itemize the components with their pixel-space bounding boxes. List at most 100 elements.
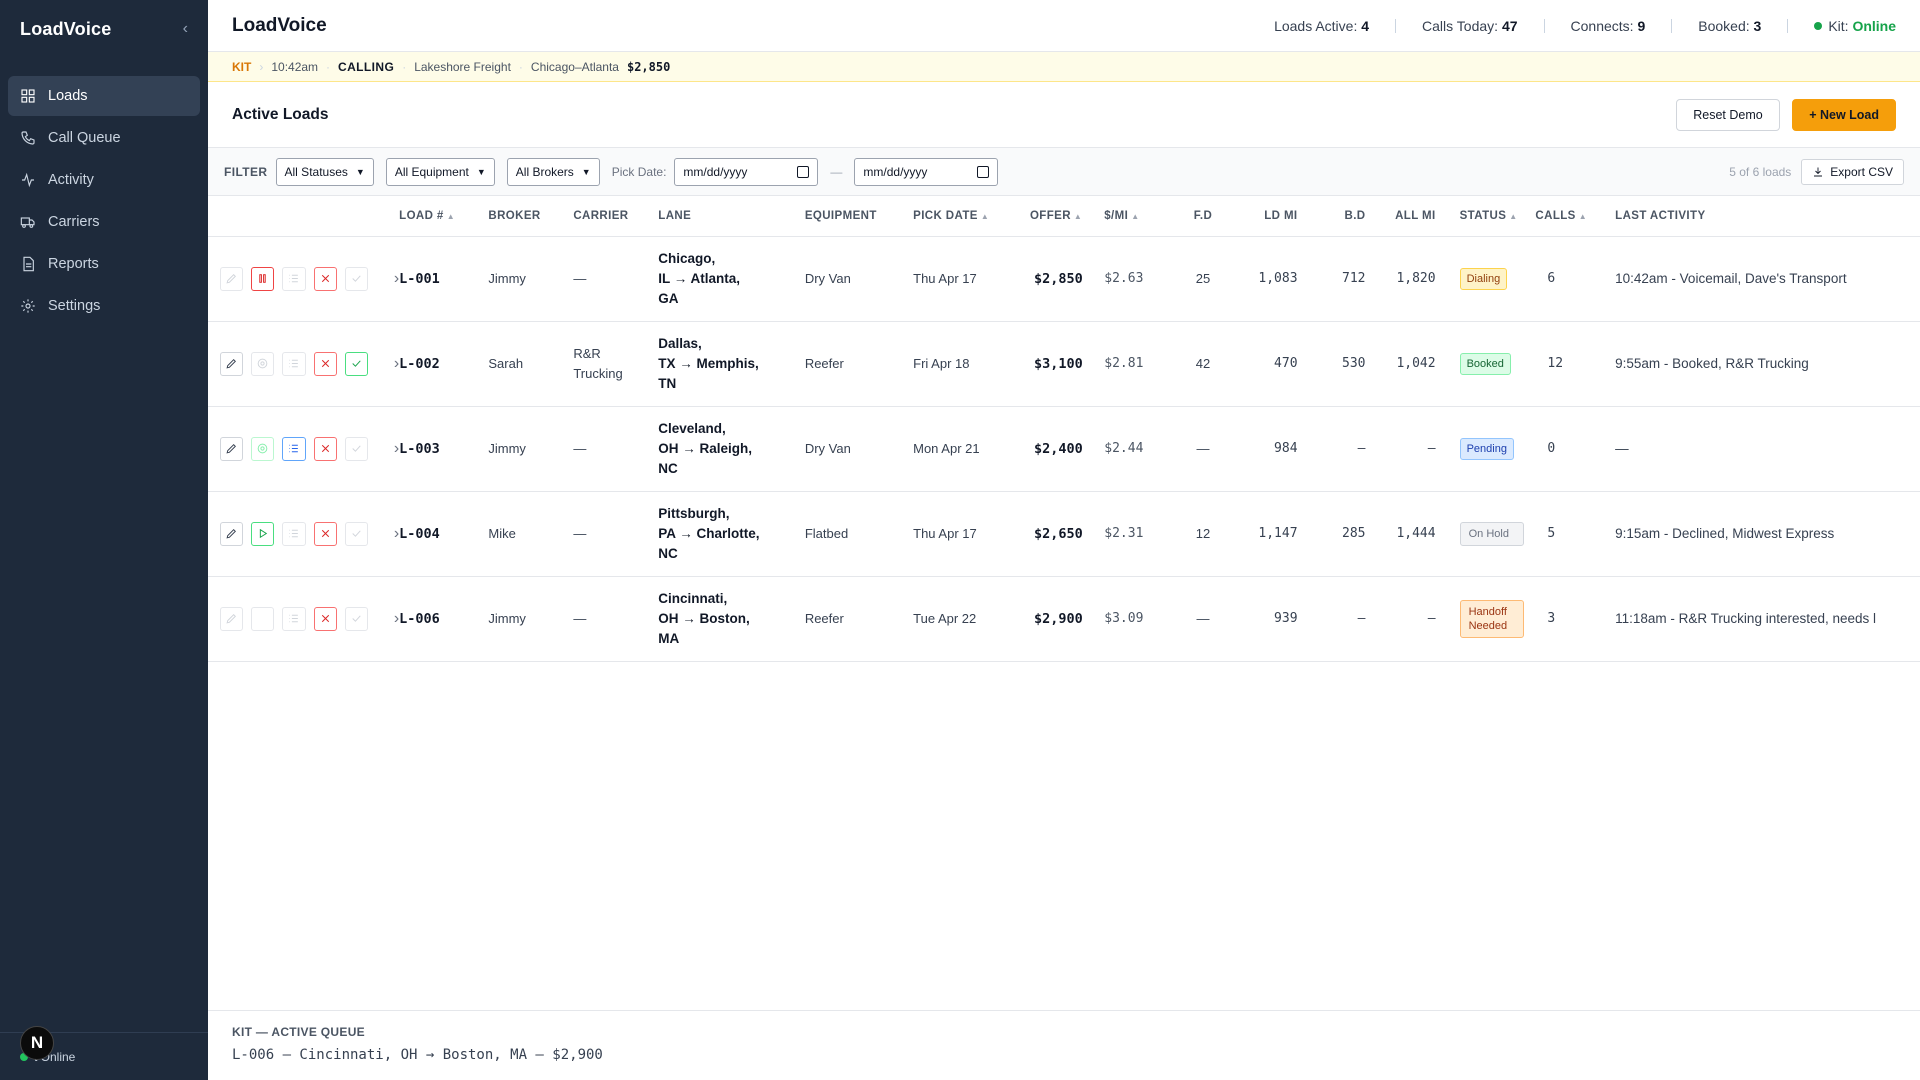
all-mi-cell: —: [1365, 406, 1436, 492]
lane-cell: Cincinnati, OH → Boston, MA: [658, 576, 805, 662]
status-filter-value: All Statuses: [284, 164, 348, 179]
row-edit-button[interactable]: [220, 606, 244, 631]
avatar[interactable]: N: [20, 1026, 54, 1060]
collapse-sidebar-icon[interactable]: ‹: [182, 20, 188, 37]
table-row[interactable]: › L-004 Mike — Pittsburgh, PA → Charlotte, NC F…: [208, 491, 1920, 577]
row-list-button[interactable]: [282, 351, 306, 376]
column-header-load[interactable]: LOAD # ▲: [399, 196, 489, 237]
row-target-button[interactable]: [251, 351, 275, 376]
pause-icon: [259, 274, 266, 283]
row-check-button[interactable]: [344, 351, 368, 376]
row-check-button[interactable]: [344, 436, 368, 461]
main-content: LoadVoice Loads Active: 4 Calls Today: 47…: [208, 0, 1920, 1080]
chevron-right-icon[interactable]: ›: [393, 439, 400, 457]
pick-date-cell: Thu Apr 17: [913, 236, 1030, 322]
column-header-carrier: CARRIER: [573, 196, 659, 237]
list-icon: [289, 529, 299, 538]
calendar-icon: [797, 165, 810, 178]
row-play-button[interactable]: [251, 521, 275, 546]
load-id[interactable]: L-004: [399, 491, 489, 577]
close-icon: [321, 359, 329, 368]
sidebar-item-label: Reports: [48, 256, 99, 272]
close-icon: [321, 274, 329, 283]
carrier-cell: —: [573, 491, 659, 577]
column-header-calls[interactable]: CALLS ▲: [1535, 196, 1600, 237]
equipment-cell: Dry Van: [804, 236, 914, 322]
chevron-right-icon[interactable]: ›: [393, 609, 400, 627]
queue-item[interactable]: L-006 — Cincinnati, OH → Boston, MA — $2…: [232, 1047, 603, 1063]
row-close-button[interactable]: [313, 351, 337, 376]
online-dot-icon: [20, 1052, 28, 1061]
date-to-placeholder: mm/dd/yyyy: [863, 164, 928, 179]
loads-table: LOAD # ▲ BROKER CARRIER LANE EQUIPMENT PI…: [208, 196, 1920, 662]
column-header-offer[interactable]: OFFER ▲: [1029, 196, 1105, 237]
column-header-pick-date[interactable]: PICK DATE ▲: [913, 196, 1030, 237]
page-title: LoadVoice: [232, 14, 327, 36]
close-icon: [321, 529, 329, 538]
row-close-button[interactable]: [313, 606, 337, 631]
row-target-button[interactable]: [251, 436, 275, 461]
sidebar-item-carriers[interactable]: Carriers: [8, 202, 200, 242]
load-id[interactable]: L-003: [399, 406, 489, 492]
row-check-button[interactable]: [344, 521, 368, 546]
row-check-button[interactable]: [344, 606, 368, 631]
sidebar-item-call-queue[interactable]: Call Queue: [8, 118, 200, 158]
chevron-right-icon[interactable]: ›: [393, 269, 400, 287]
row-blank-button[interactable]: [251, 606, 275, 631]
equipment-filter-select[interactable]: All Equipment ▼: [385, 157, 495, 186]
broker-filter-select[interactable]: All Brokers ▼: [506, 157, 600, 186]
per-mile-cell: $2.31: [1104, 491, 1179, 577]
row-pause-button[interactable]: [251, 266, 275, 291]
broker-cell: Jimmy: [488, 576, 574, 662]
column-header-status[interactable]: STATUS ▲: [1435, 196, 1536, 237]
sidebar-item-label: Loads: [48, 88, 88, 104]
last-activity-cell: 9:55am - Booked, R&R Trucking: [1599, 321, 1920, 407]
load-id[interactable]: L-006: [399, 576, 489, 662]
carrier-cell: —: [573, 406, 659, 492]
row-edit-button[interactable]: [220, 351, 244, 376]
load-id[interactable]: L-002: [399, 321, 489, 407]
sidebar-item-activity[interactable]: Activity: [8, 160, 200, 200]
row-edit-button[interactable]: [220, 436, 244, 461]
sidebar-item-label: Call Queue: [48, 130, 121, 146]
chevron-right-icon[interactable]: ›: [393, 524, 400, 542]
pick-date-from-input[interactable]: mm/dd/yyyy: [674, 157, 819, 186]
row-list-button[interactable]: [282, 606, 306, 631]
table-row[interactable]: › L-002 Sarah R&R Trucking Dallas, TX → Memph…: [208, 321, 1920, 407]
status-filter-select[interactable]: All Statuses ▼: [275, 157, 374, 186]
column-header-per-mile[interactable]: $/MI ▲: [1104, 196, 1179, 237]
pick-date-label: Pick Date:: [611, 164, 667, 179]
export-csv-button[interactable]: Export CSV: [1801, 158, 1904, 185]
all-mi-cell: 1,444: [1365, 491, 1436, 577]
broker-cell: Mike: [488, 491, 574, 577]
close-icon: [321, 614, 329, 623]
per-mile-cell: $2.81: [1104, 321, 1179, 407]
sidebar-item-loads[interactable]: Loads: [8, 76, 200, 116]
row-edit-button[interactable]: [220, 266, 244, 291]
load-id[interactable]: L-001: [399, 236, 489, 322]
pick-date-cell: Mon Apr 21: [913, 406, 1030, 492]
row-edit-button[interactable]: [220, 521, 244, 546]
table-row[interactable]: › L-006 Jimmy — Cincinnati, OH → Boston, MA Ree…: [208, 576, 1920, 662]
row-check-button[interactable]: [344, 266, 368, 291]
row-close-button[interactable]: [313, 521, 337, 546]
section-actions: Reset Demo + New Load: [1676, 98, 1896, 131]
row-list-button[interactable]: [282, 521, 306, 546]
table-row[interactable]: › L-001 Jimmy — Chicago, IL → Atlanta, GA Dry V…: [208, 236, 1920, 322]
pick-date-to-input[interactable]: mm/dd/yyyy: [854, 157, 999, 186]
row-list-button[interactable]: [282, 266, 306, 291]
active-queue-panel: KIT — ACTIVE QUEUE L-006 — Cincinnati, O…: [208, 1010, 1920, 1080]
column-header-equipment: EQUIPMENT: [804, 196, 914, 237]
new-load-button[interactable]: + New Load: [1792, 98, 1896, 131]
sidebar-item-reports[interactable]: Reports: [8, 244, 200, 284]
table-row[interactable]: › L-003 Jimmy — Cleveland, OH → Raleigh, NC Dry…: [208, 406, 1920, 492]
calls-cell: 3: [1535, 576, 1600, 662]
row-close-button[interactable]: [313, 436, 337, 461]
sort-icon: ▲: [1509, 211, 1518, 221]
calendar-icon: [977, 165, 990, 178]
sidebar-item-settings[interactable]: Settings: [8, 286, 200, 326]
chevron-right-icon[interactable]: ›: [393, 354, 400, 372]
row-close-button[interactable]: [313, 266, 337, 291]
reset-demo-button[interactable]: Reset Demo: [1676, 98, 1780, 131]
row-list-button[interactable]: [282, 436, 306, 461]
